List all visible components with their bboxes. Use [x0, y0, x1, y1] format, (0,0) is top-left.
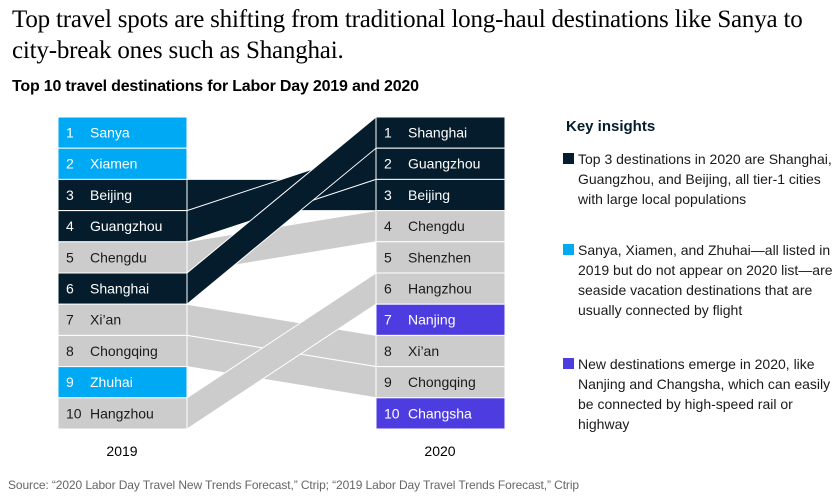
rank-row-2020: 5 Shenzhen [375, 241, 506, 274]
rank-box [57, 241, 188, 274]
rank-box [375, 116, 506, 149]
city-label: Shanghai [90, 281, 149, 297]
bump-chart: 1 Sanya 2 Xiamen 3 Beijing 4 Guangzhou 5 Chengdu 6… [57, 115, 506, 459]
headline: Top travel spots are shifting from tradi… [12, 6, 803, 64]
rank-row-2019: 9 Zhuhai [57, 366, 188, 399]
rank-row-2019: 2 Xiamen [57, 147, 188, 180]
column-label-2020: 2020 [424, 443, 455, 459]
rank-number: 10 [384, 405, 400, 421]
rank-row-2019: 7 Xi’an [57, 303, 188, 336]
legend-swatch-new [563, 358, 574, 369]
insight-seaside: Sanya, Xiamen, and Zhuhai—all listed in … [563, 240, 833, 320]
chart-subtitle: Top 10 travel destinations for Labor Day… [12, 78, 419, 95]
city-label: Sanya [90, 125, 130, 141]
city-label: Chongqing [90, 343, 158, 359]
insight-text: New destinations emerge in 2020, like Na… [578, 356, 831, 432]
rank-number: 8 [66, 343, 74, 359]
insight-text: Sanya, Xiamen, and Zhuhai—all listed in … [578, 242, 833, 318]
city-label: Chengdu [408, 218, 465, 234]
rank-number: 5 [66, 249, 74, 265]
city-label: Xi’an [408, 343, 439, 359]
rank-box [375, 397, 506, 430]
rank-box [375, 147, 506, 180]
rank-row-2019: 10 Hangzhou [57, 397, 188, 430]
rank-number: 9 [66, 374, 74, 390]
rank-number: 4 [66, 218, 74, 234]
city-label: Shanghai [408, 125, 467, 141]
rank-row-2020: 4 Chengdu [375, 210, 506, 243]
rank-row-2020: 10 Changsha [375, 397, 506, 430]
rank-box [375, 210, 506, 243]
rank-row-2019: 6 Shanghai [57, 272, 188, 305]
rank-number: 1 [384, 125, 392, 141]
rank-row-2019: 8 Chongqing [57, 334, 188, 368]
rank-number: 1 [66, 125, 74, 141]
rank-number: 3 [66, 187, 74, 203]
rank-box [57, 178, 188, 212]
rank-number: 6 [384, 281, 392, 297]
rank-box [57, 272, 188, 305]
rank-row-2020: 1 Shanghai [375, 116, 506, 149]
rank-number: 2 [66, 156, 74, 172]
rank-number: 4 [384, 218, 392, 234]
rank-row-2020: 2 Guangzhou [375, 147, 506, 180]
rank-box [375, 272, 506, 305]
city-label: Guangzhou [408, 156, 480, 172]
rank-row-2019: 5 Chengdu [57, 241, 188, 274]
rank-number: 2 [384, 156, 392, 172]
city-label: Beijing [90, 187, 132, 203]
rank-number: 9 [384, 374, 392, 390]
rank-row-2020: 3 Beijing [375, 178, 506, 212]
city-label: Chongqing [408, 374, 476, 390]
flow-bands [186, 115, 377, 430]
city-label: Xi’an [90, 312, 121, 328]
city-label: Beijing [408, 187, 450, 203]
city-label: Hangzhou [408, 281, 472, 297]
rank-row-2020: 9 Chongqing [375, 366, 506, 399]
city-label: Zhuhai [90, 374, 133, 390]
city-label: Changsha [408, 405, 472, 421]
city-label: Nanjing [408, 312, 455, 328]
rank-number: 3 [384, 187, 392, 203]
rank-row-2019: 1 Sanya [57, 116, 188, 149]
rank-box [57, 366, 188, 399]
rank-box [57, 210, 188, 243]
rank-number: 8 [384, 343, 392, 359]
legend-swatch-seaside [563, 244, 574, 255]
rank-row-2020: 7 Nanjing [375, 303, 506, 336]
rank-box [375, 241, 506, 274]
rank-number: 6 [66, 281, 74, 297]
rank-number: 5 [384, 249, 392, 265]
rank-box [57, 147, 188, 180]
rank-row-2019: 3 Beijing [57, 178, 188, 212]
source-note: Source: “2020 Labor Day Travel New Trend… [8, 478, 579, 492]
rank-box [375, 334, 506, 368]
rank-row-2020: 8 Xi’an [375, 334, 506, 368]
legend-swatch-tier1 [563, 153, 574, 164]
insight-text: Top 3 destinations in 2020 are Shanghai,… [578, 151, 832, 207]
insights-title: Key insights [566, 118, 656, 135]
rank-number: 10 [66, 405, 82, 421]
city-label: Hangzhou [90, 405, 154, 421]
rank-box [57, 397, 188, 430]
rank-box [57, 303, 188, 336]
rank-number: 7 [66, 312, 74, 328]
city-label: Chengdu [90, 249, 147, 265]
city-label: Guangzhou [90, 218, 162, 234]
insight-new: New destinations emerge in 2020, like Na… [563, 354, 833, 434]
column-2020: 1 Shanghai 2 Guangzhou 3 Beijing 4 Chengdu 5 Shen… [375, 116, 506, 430]
rank-row-2020: 6 Hangzhou [375, 272, 506, 305]
column-label-2019: 2019 [106, 443, 137, 459]
rank-box [57, 116, 188, 149]
rank-box [57, 334, 188, 368]
city-label: Xiamen [90, 156, 137, 172]
column-2019: 1 Sanya 2 Xiamen 3 Beijing 4 Guangzhou 5 Chengdu 6… [57, 116, 188, 430]
rank-box [375, 178, 506, 212]
insight-tier1: Top 3 destinations in 2020 are Shanghai,… [563, 149, 833, 209]
rank-number: 7 [384, 312, 392, 328]
rank-row-2019: 4 Guangzhou [57, 210, 188, 243]
city-label: Shenzhen [408, 249, 471, 265]
